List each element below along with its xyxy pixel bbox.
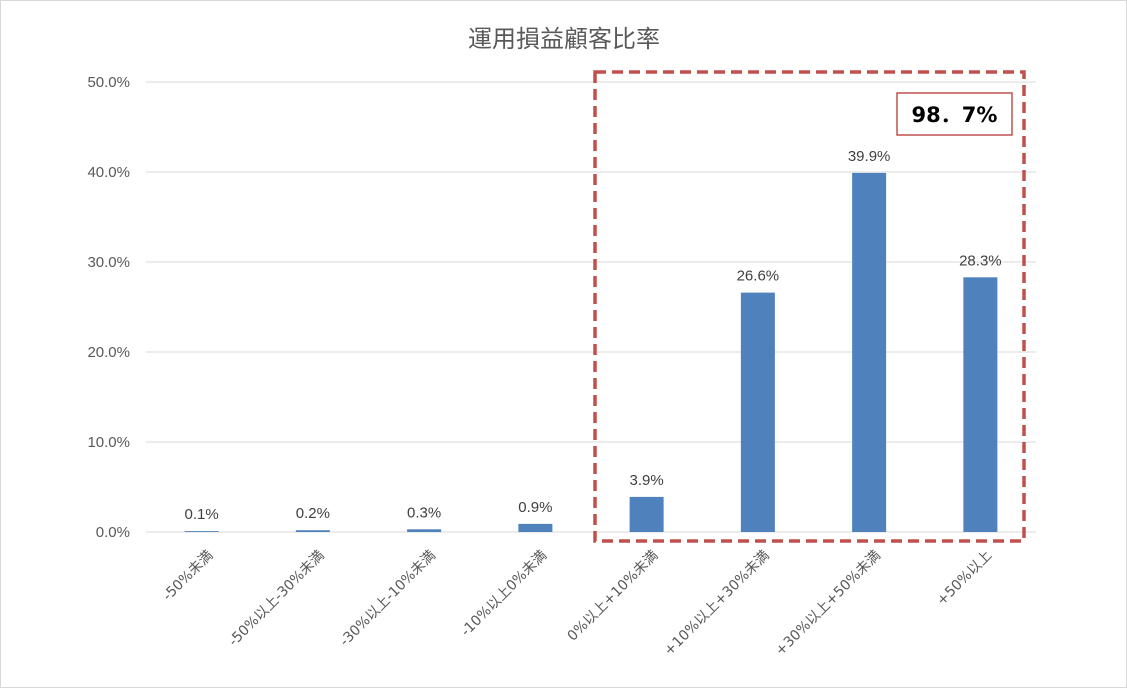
callout-box — [896, 92, 1013, 136]
category-label: -50%以上-30%未満 — [226, 548, 328, 650]
y-axis-tick-labels: 0.0% 10.0% 20.0% 30.0% 40.0% 50.0% — [87, 74, 130, 541]
category-label: +10%以上+30%未満 — [661, 548, 773, 660]
data-labels: 0.1% 0.2% 0.3% 0.9% 3.9% 26.6% 39.9% 28.3% — [185, 148, 1002, 523]
data-label: 0.3% — [407, 504, 441, 521]
bar — [184, 531, 219, 532]
bar — [963, 277, 998, 532]
gridlines — [146, 81, 1036, 533]
bar — [518, 523, 553, 532]
category-labels: -50%未満 -50%以上-30%未満 -30%以上-10%未満 -10%以上0%未満… — [160, 548, 995, 660]
chart-title: 運用損益顧客比率 — [468, 25, 660, 53]
bars — [184, 172, 998, 532]
highlight-dashed-box — [593, 70, 1026, 543]
data-label: 28.3% — [959, 252, 1002, 269]
data-label: 0.1% — [185, 506, 219, 523]
category-label: -10%以上0%未満 — [458, 548, 550, 640]
y-tick-label: 50.0% — [87, 74, 130, 91]
data-label: 39.9% — [848, 148, 891, 165]
bar — [629, 496, 664, 532]
category-label: -50%未満 — [160, 548, 217, 605]
data-label: 0.2% — [296, 505, 330, 522]
data-label: 0.9% — [518, 499, 552, 516]
y-tick-label: 30.0% — [87, 254, 130, 271]
category-label: -30%以上-10%未満 — [337, 548, 439, 650]
bar — [852, 172, 887, 532]
y-tick-label: 20.0% — [87, 344, 130, 361]
callout-total-label: 98．7% — [912, 103, 998, 127]
y-tick-label: 10.0% — [87, 434, 130, 451]
category-label: +50%以上 — [934, 548, 995, 609]
data-label: 3.9% — [630, 472, 664, 489]
data-label: 26.6% — [737, 268, 780, 285]
category-label: +30%以上+50%未満 — [772, 548, 884, 660]
bar — [407, 529, 442, 532]
y-tick-label: 40.0% — [87, 164, 130, 181]
category-label: 0%以上+10%未満 — [565, 548, 662, 645]
bar — [740, 292, 775, 532]
y-tick-label: 0.0% — [96, 524, 130, 541]
bar — [295, 530, 330, 532]
